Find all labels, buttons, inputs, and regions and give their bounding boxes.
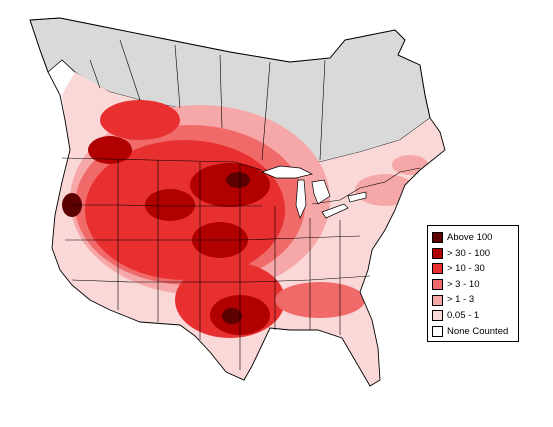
legend-item: > 1 - 3 bbox=[432, 292, 518, 308]
border bbox=[219, 54, 223, 129]
legend-swatch bbox=[432, 263, 443, 275]
border bbox=[119, 39, 141, 101]
legend-item: None Counted bbox=[432, 324, 518, 340]
lake-erie bbox=[321, 203, 349, 219]
legend-label: > 10 - 30 bbox=[447, 263, 485, 275]
abundance-area bbox=[88, 136, 132, 164]
abundance-area bbox=[275, 282, 365, 318]
legend-label: None Counted bbox=[447, 325, 509, 337]
border bbox=[319, 59, 326, 161]
border bbox=[174, 44, 181, 109]
legend: Above 100 > 30 - 100 > 10 - 30 > 3 - 10 … bbox=[427, 225, 519, 342]
legend-swatch bbox=[432, 247, 443, 259]
border bbox=[311, 167, 421, 205]
state-province-borders bbox=[61, 39, 421, 370]
legend-swatch bbox=[432, 294, 443, 306]
legend-swatch bbox=[432, 279, 443, 291]
abundance-area bbox=[145, 189, 195, 221]
border bbox=[261, 61, 271, 161]
legend-label: > 3 - 10 bbox=[447, 278, 480, 290]
legend-swatch bbox=[432, 325, 443, 337]
legend-label: > 30 - 100 bbox=[447, 247, 491, 259]
abundance-area bbox=[355, 174, 415, 206]
legend-item: Above 100 bbox=[432, 230, 518, 246]
legend-label: Above 100 bbox=[447, 232, 493, 244]
lake-huron bbox=[311, 179, 331, 205]
legend-item: > 3 - 10 bbox=[432, 277, 518, 293]
legend-item: > 30 - 100 bbox=[432, 246, 518, 262]
legend-swatch bbox=[432, 232, 443, 244]
legend-item: 0.05 - 1 bbox=[432, 308, 518, 324]
canada-us-border bbox=[61, 157, 263, 171]
lake-superior bbox=[261, 165, 314, 179]
legend-label: 0.05 - 1 bbox=[447, 310, 480, 322]
border bbox=[70, 204, 262, 207]
border bbox=[71, 275, 371, 283]
abundance-area bbox=[226, 172, 250, 188]
lake-michigan bbox=[295, 179, 307, 219]
legend-swatch bbox=[432, 310, 443, 322]
abundance-area bbox=[222, 308, 242, 324]
abundance-area bbox=[100, 100, 180, 140]
lake-ontario bbox=[347, 191, 367, 203]
abundance-layer bbox=[62, 100, 428, 338]
legend-label: > 1 - 3 bbox=[447, 294, 475, 306]
land-outline bbox=[29, 17, 446, 387]
border bbox=[89, 59, 101, 89]
great-lakes bbox=[261, 165, 367, 219]
legend-item: > 10 - 30 bbox=[432, 261, 518, 277]
abundance-area bbox=[392, 155, 428, 175]
